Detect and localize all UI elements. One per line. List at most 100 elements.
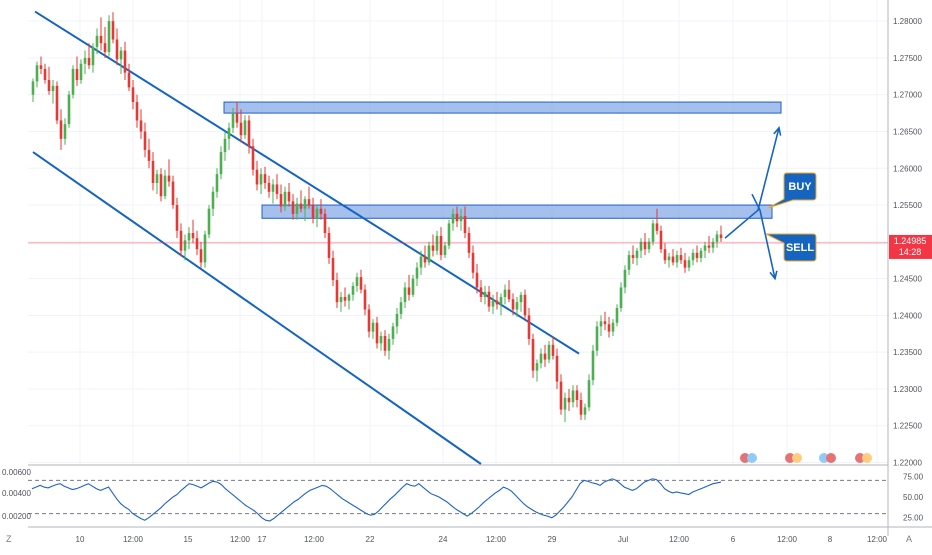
candle-body (199, 249, 203, 263)
indicator-axes: 75.00 50.00 25.00 0.00600 0.00400 0.00200 (2, 468, 924, 523)
candle-body (303, 199, 307, 209)
candle-body (143, 131, 147, 150)
price-tick-label: 1.23000 (893, 385, 922, 394)
candle-body (459, 216, 463, 222)
candle-body (483, 291, 487, 298)
lower-channel-line[interactable] (32, 151, 482, 465)
candle-body (659, 230, 663, 250)
zone-upper-resistance[interactable] (223, 101, 782, 114)
candle-body (487, 291, 491, 307)
current-price-badge[interactable]: 1.24985 14:28 (889, 234, 932, 259)
candle-body (171, 181, 175, 206)
candle-body (111, 21, 115, 40)
indicator-pane[interactable] (31, 478, 722, 522)
candle-body (679, 255, 683, 261)
event-flag-icon[interactable] (862, 453, 872, 463)
sell-callout[interactable]: SELL (765, 233, 817, 262)
candle-body (419, 256, 423, 268)
price-axis[interactable]: 1.28000 1.27500 1.27000 1.26500 1.26000 1.255… (893, 17, 922, 467)
candle-body (287, 191, 291, 202)
event-flag-icon[interactable] (819, 453, 829, 463)
time-tick-label: 12:00 (669, 535, 690, 544)
candle-body (351, 285, 355, 295)
time-tick-label: 12:00 (123, 535, 144, 544)
candle-body (479, 287, 483, 298)
zone-mid-zone[interactable] (261, 204, 773, 219)
event-flag-icon[interactable] (785, 453, 795, 463)
candle-body (451, 213, 455, 224)
candle-body (135, 102, 139, 121)
candle-body (83, 57, 87, 64)
candle-body (423, 256, 427, 263)
current-price-label: 1.24985 (894, 236, 927, 246)
price-tick-label: 1.24000 (893, 311, 922, 320)
buy-arrow-head (773, 126, 782, 136)
indicator-left-tick: 0.00200 (2, 512, 31, 521)
candle-body (619, 287, 623, 309)
candle-body (527, 315, 531, 339)
price-pane[interactable] (28, 0, 888, 464)
candle-body (427, 245, 431, 263)
candle-body (523, 294, 527, 316)
candle-body (295, 203, 299, 214)
candle-body (195, 238, 199, 250)
auto-scale-label[interactable]: A (906, 534, 912, 544)
candle-body (575, 390, 579, 400)
candle-body (327, 233, 331, 259)
candle-body (687, 260, 691, 268)
scenario-arrows[interactable] (724, 126, 782, 281)
candle-body (563, 397, 567, 410)
candle-body (635, 250, 639, 259)
candle-body (555, 355, 559, 382)
candle-body (55, 85, 59, 121)
candle-body (203, 234, 207, 263)
candle-body (59, 120, 63, 139)
candle-body (75, 68, 79, 80)
buy-arrow[interactable] (724, 127, 780, 239)
candle-body (667, 256, 671, 261)
candle-body (279, 194, 283, 207)
buy-label: BUY (788, 181, 812, 193)
candle-body (495, 300, 499, 305)
candle-body (307, 199, 311, 206)
price-tick-label: 1.24500 (893, 275, 922, 284)
candle-body (331, 258, 335, 281)
candle-body (707, 245, 711, 248)
candle-body (491, 300, 495, 307)
candle-body (511, 299, 515, 310)
event-flag-icon[interactable] (747, 453, 757, 463)
candle-body (347, 294, 351, 301)
zones-layer[interactable] (223, 101, 782, 219)
candle-body (431, 245, 435, 251)
candle-body (67, 94, 71, 125)
event-flag-icon[interactable] (855, 453, 865, 463)
time-tick-label: 12:00 (867, 535, 888, 544)
price-tick-label: 1.27500 (893, 54, 922, 63)
event-flag-icon[interactable] (826, 453, 836, 463)
candle-body (355, 277, 359, 286)
candle-body (583, 407, 587, 415)
candle-body (95, 35, 99, 47)
z-label[interactable]: Z (6, 534, 12, 544)
indicator-left-tick: 0.00600 (2, 468, 31, 477)
event-flag-icon[interactable] (792, 453, 802, 463)
candle-body (79, 63, 83, 80)
candle-body (299, 203, 303, 209)
time-axis[interactable]: 10 12:00 15 12:00 17 12:00 22 24 12:00 29 Jul 12:00… (76, 535, 888, 544)
event-flags[interactable] (740, 453, 872, 463)
candle-body (623, 269, 627, 288)
candle-body (119, 50, 123, 60)
candle-body (275, 184, 279, 195)
buy-callout[interactable]: BUY (767, 172, 817, 209)
candle-body (383, 335, 387, 351)
price-grid (28, 0, 888, 464)
sell-arrow[interactable] (751, 193, 776, 279)
indicator-left-tick: 0.00400 (2, 489, 31, 498)
event-flag-icon[interactable] (740, 453, 750, 463)
candle-body (463, 216, 467, 233)
price-tick-label: 1.22000 (893, 459, 922, 468)
candle-body (187, 233, 191, 241)
candle-body (191, 233, 195, 239)
